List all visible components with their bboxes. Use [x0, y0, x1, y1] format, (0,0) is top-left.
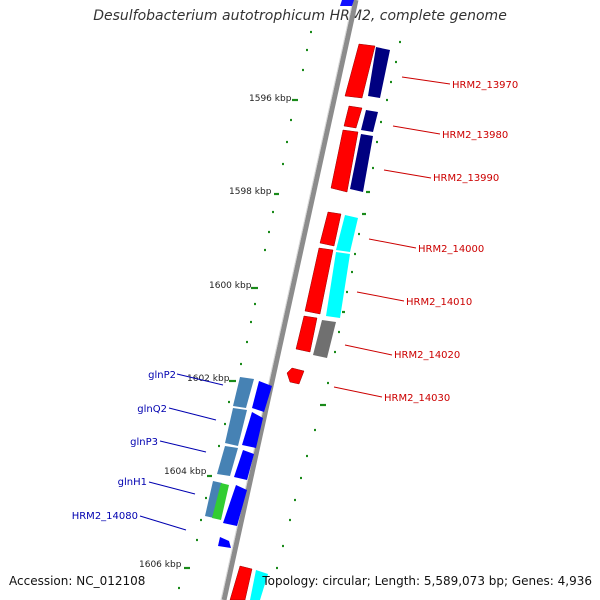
gene-label-HRM2_14000[interactable]: HRM2_14000 — [418, 244, 484, 255]
gene-arrow-red[interactable] — [304, 247, 334, 315]
scale-label-1598: 1598 kbp — [229, 187, 272, 197]
gene-group-14000 — [319, 211, 358, 252]
map-title: Desulfobacterium autotrophicum HRM2, com… — [93, 8, 507, 24]
right-label-leaders — [333, 76, 451, 398]
gene-arrow-red[interactable] — [330, 129, 359, 193]
gene-arrow-navy[interactable] — [368, 47, 390, 98]
gene-arrow-14030[interactable] — [286, 367, 305, 385]
accession-text: Accession: NC_012108 — [9, 574, 146, 588]
gene-arrow-steel[interactable] — [205, 481, 222, 518]
gene-label-HRM2_14020[interactable]: HRM2_14020 — [394, 350, 460, 361]
gene-label-glnQ2[interactable]: glnQ2 — [137, 404, 167, 415]
scale-label-1604: 1604 kbp — [164, 467, 207, 477]
gene-arrow-navy[interactable] — [361, 110, 378, 132]
scale-label-1602: 1602 kbp — [187, 374, 230, 384]
genome-summary-text: Topology: circular; Length: 5,589,073 bp… — [262, 574, 592, 588]
gene-group-glnQ2 — [225, 408, 263, 448]
gene-arrow-steel[interactable] — [217, 446, 238, 476]
gene-arrow-blue[interactable] — [252, 381, 272, 412]
gene-arrow-cyan[interactable] — [336, 215, 358, 252]
gene-label-HRM2_14080[interactable]: HRM2_14080 — [72, 511, 138, 522]
gene-arrow-blue[interactable] — [242, 412, 263, 448]
gene-group-glnH1 — [205, 481, 247, 526]
scale-label-1606: 1606 kbp — [139, 560, 182, 570]
tick-ruler-right — [276, 40, 401, 570]
genome-backbone — [221, 0, 359, 600]
gene-arrow-navy[interactable] — [350, 134, 373, 192]
gene-group-13970 — [344, 43, 390, 99]
gene-arrow-cyan[interactable] — [326, 252, 350, 318]
scale-label-1600: 1600 kbp — [209, 281, 252, 291]
gene-label-glnH1[interactable]: glnH1 — [118, 477, 147, 488]
gene-arrow-blue[interactable] — [234, 450, 254, 480]
gene-arrow-blue[interactable] — [223, 485, 247, 526]
gene-label-HRM2_13980[interactable]: HRM2_13980 — [442, 130, 508, 141]
gene-arrow-14080[interactable] — [218, 537, 231, 548]
gene-group-glnP2 — [233, 377, 272, 412]
gene-label-HRM2_13970[interactable]: HRM2_13970 — [452, 80, 518, 91]
gene-group-14010 — [304, 247, 350, 318]
scale-label-1596: 1596 kbp — [249, 94, 292, 104]
gene-arrow-steel[interactable] — [225, 408, 247, 446]
gene-group-13990 — [330, 129, 373, 193]
tick-ruler-left — [178, 30, 312, 590]
gene-arrow-gray[interactable] — [313, 320, 336, 358]
gene-label-glnP3[interactable]: glnP3 — [130, 437, 158, 448]
gene-group-13980 — [343, 105, 378, 132]
gene-arrow-red[interactable] — [319, 211, 342, 247]
gene-arrow-steel[interactable] — [233, 377, 254, 408]
left-label-leaders — [139, 373, 224, 531]
gene-group-14020 — [295, 315, 336, 358]
gene-arrow-top-partial[interactable] — [340, 0, 354, 6]
gene-arrow-cyan-bottom[interactable] — [250, 570, 268, 600]
gene-arrow-red[interactable] — [344, 43, 376, 99]
gene-arrow-green[interactable] — [212, 483, 229, 520]
gene-label-HRM2_13990[interactable]: HRM2_13990 — [433, 173, 499, 184]
gene-arrow-red[interactable] — [343, 105, 363, 129]
gene-arrow-red-bottom[interactable] — [229, 565, 253, 600]
gene-label-HRM2_14010[interactable]: HRM2_14010 — [406, 297, 472, 308]
gene-arrow-red[interactable] — [295, 315, 318, 353]
gene-label-glnP2[interactable]: glnP2 — [148, 370, 176, 381]
gene-label-HRM2_14030[interactable]: HRM2_14030 — [384, 393, 450, 404]
gene-group-glnP3 — [217, 446, 254, 480]
